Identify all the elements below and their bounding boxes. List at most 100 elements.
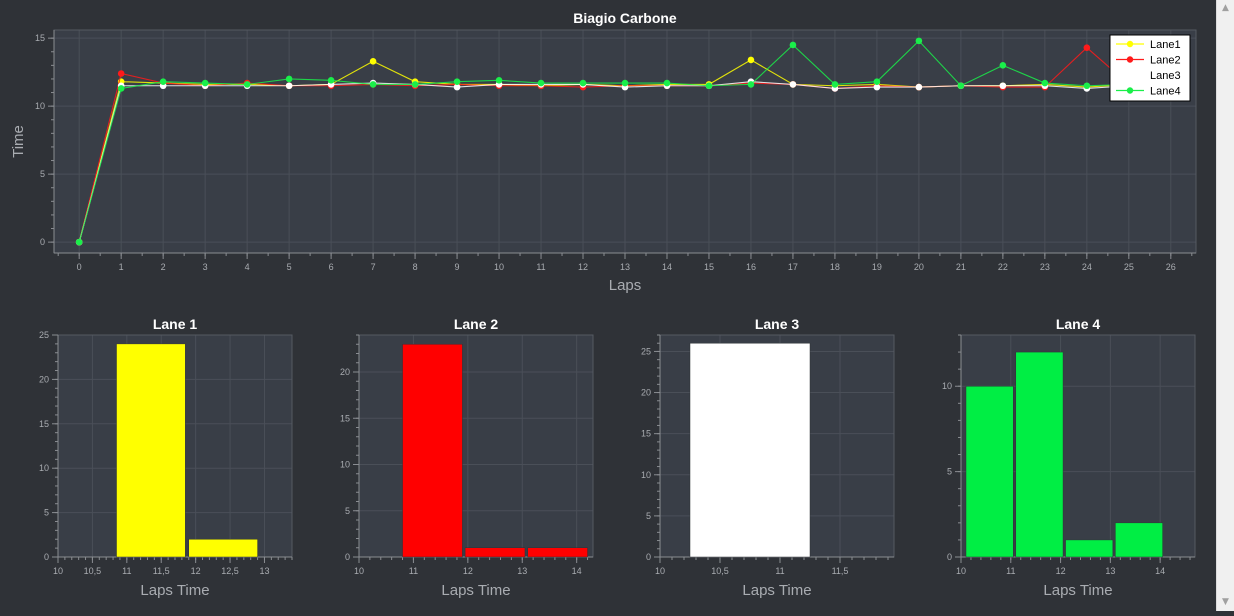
y-tick-label: 5 <box>947 467 952 477</box>
x-axis-label: Laps Time <box>441 582 510 599</box>
chart-title: Lane 4 <box>1056 316 1101 332</box>
data-point <box>789 81 797 88</box>
data-point <box>285 82 293 90</box>
x-tick-label: 20 <box>914 262 924 272</box>
x-axis-label: Laps Time <box>1043 582 1112 599</box>
x-tick-label: 22 <box>998 262 1008 272</box>
x-tick-label: 6 <box>329 262 334 272</box>
legend: Lane1 Lane2 Lane3 Lane4 <box>1109 34 1191 102</box>
x-tick-label: 24 <box>1082 262 1092 272</box>
x-tick-label: 23 <box>1040 262 1050 272</box>
histogram-bar <box>1065 539 1114 558</box>
x-tick-label: 13 <box>517 566 527 576</box>
data-point <box>621 79 629 87</box>
x-axis-label: Laps Time <box>140 582 209 599</box>
y-tick-label: 15 <box>340 413 350 423</box>
histogram-bar <box>965 385 1014 558</box>
data-point <box>1083 44 1091 51</box>
x-axis-label: Laps Time <box>742 582 811 599</box>
data-point <box>579 79 587 87</box>
x-tick-label: 25 <box>1124 262 1134 272</box>
x-tick-label: 12 <box>578 262 588 272</box>
histogram-bar <box>1115 522 1163 558</box>
x-tick-label: 14 <box>1155 566 1165 576</box>
data-point <box>999 82 1007 90</box>
series-lane4 <box>75 37 1133 246</box>
x-tick-label: 14 <box>572 566 582 576</box>
scroll-down-icon[interactable]: ▼ <box>1222 597 1229 607</box>
x-tick-label: 8 <box>413 262 418 272</box>
x-tick-label: 1 <box>119 262 124 272</box>
chart-title: Lane 2 <box>454 316 499 332</box>
histogram-bar <box>464 547 526 558</box>
x-tick-label: 3 <box>203 262 208 272</box>
chart-lane-4-histogram: 10 11 12 13 14 0 5 10 Lane 4 Laps Time <box>942 316 1196 599</box>
y-tick-label: 20 <box>641 388 651 398</box>
data-point <box>999 62 1007 69</box>
chart-title: Lane 1 <box>153 316 198 332</box>
y-tick-label: 0 <box>646 552 651 562</box>
chart-canvas: 0 1 2 3 4 5 6 7 8 9 10 11 12 13 14 15 16 17 18 19 20 21 22 23 24… <box>10 10 1197 599</box>
y-tick-label: 10 <box>641 470 651 480</box>
x-tick-label: 11,5 <box>153 566 170 576</box>
y-tick-label: 15 <box>35 33 45 43</box>
y-tick-label: 25 <box>39 330 49 340</box>
y-tick-label: 5 <box>646 511 651 521</box>
x-tick-label: 11 <box>775 566 784 576</box>
x-tick-label: 11 <box>1006 566 1015 576</box>
histogram-bar <box>1015 351 1064 558</box>
data-point <box>75 238 83 246</box>
x-tick-label: 17 <box>788 262 798 272</box>
y-tick-label: 0 <box>44 552 49 562</box>
chart-laps-line: 0 1 2 3 4 5 6 7 8 9 10 11 12 13 14 15 16 17 18 19 20 21 22 23 24… <box>10 10 1197 294</box>
data-point <box>1083 82 1091 90</box>
data-point <box>663 79 671 87</box>
histogram-bar <box>689 342 811 558</box>
legend-label: Lane3 <box>1150 70 1181 82</box>
legend-swatch-marker <box>1126 87 1134 94</box>
series-line <box>78 40 1129 243</box>
y-tick-label: 15 <box>39 419 49 429</box>
x-axis-label: Laps <box>609 277 642 294</box>
y-tick-label: 20 <box>39 374 49 384</box>
x-tick-label: 18 <box>830 262 840 272</box>
y-tick-label: 10 <box>942 381 952 391</box>
y-axis-label: Time <box>10 125 27 158</box>
y-tick-label: 0 <box>947 552 952 562</box>
histogram-bar <box>116 343 186 558</box>
legend-label: Lane2 <box>1150 55 1181 67</box>
plot-area <box>359 335 593 557</box>
x-tick-label: 13 <box>1105 566 1115 576</box>
x-tick-label: 14 <box>662 262 672 272</box>
y-tick-label: 0 <box>345 552 350 562</box>
x-tick-label: 10 <box>655 566 665 576</box>
y-tick-label: 10 <box>39 463 49 473</box>
vertical-scrollbar[interactable]: ▲ ▼ <box>1216 0 1234 611</box>
legend-swatch-marker <box>1126 40 1134 48</box>
y-tick-label: 10 <box>35 101 45 111</box>
x-tick-label: 10 <box>53 566 63 576</box>
x-tick-label: 7 <box>371 262 376 272</box>
data-point <box>915 37 923 45</box>
y-tick-label: 5 <box>44 508 49 518</box>
x-tick-label: 12 <box>463 566 473 576</box>
x-tick-label: 12 <box>191 566 201 576</box>
x-tick-label: 21 <box>956 262 966 272</box>
legend-swatch-marker <box>1126 71 1134 79</box>
data-point <box>369 81 377 88</box>
x-tick-label: 13 <box>259 566 269 576</box>
data-point <box>453 78 461 85</box>
y-tick-label: 25 <box>641 346 651 356</box>
x-tick-label: 26 <box>1166 262 1176 272</box>
data-point <box>285 75 293 83</box>
x-tick-label: 10 <box>956 566 966 576</box>
x-tick-label: 16 <box>746 262 756 272</box>
y-tick-label: 15 <box>641 429 651 439</box>
x-tick-label: 10 <box>494 262 504 272</box>
data-point <box>789 41 797 49</box>
y-tick-label: 0 <box>40 237 45 247</box>
data-point <box>243 81 251 88</box>
data-point <box>201 79 209 87</box>
scroll-up-icon[interactable]: ▲ <box>1222 3 1229 13</box>
data-point <box>831 81 839 88</box>
